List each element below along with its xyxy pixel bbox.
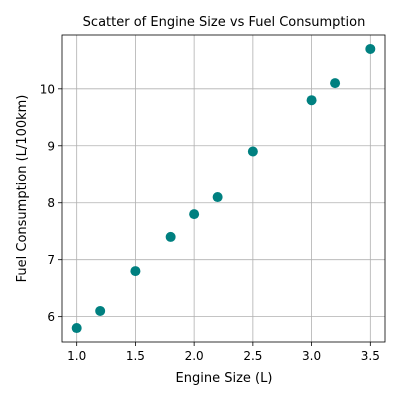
y-tick-label: 9 xyxy=(47,139,55,153)
plot-frame xyxy=(61,34,386,343)
x-axis-label: Engine Size (L) xyxy=(176,371,273,386)
scatter-point xyxy=(247,146,258,157)
chart-title: Scatter of Engine Size vs Fuel Consumpti… xyxy=(83,15,366,30)
x-tick-label: 1.0 xyxy=(67,349,86,363)
y-tick-label: 7 xyxy=(47,253,55,267)
y-axis-label: Fuel Consumption (L/100km) xyxy=(15,95,30,283)
scatter-point xyxy=(95,305,106,316)
y-tick-label: 8 xyxy=(47,196,55,210)
scatter-point xyxy=(212,192,223,203)
grid-lines xyxy=(62,35,385,342)
data-points xyxy=(71,43,376,334)
axis-ticks: 1.0 1.5 2.0 2.5 3.0 3.5 6 7 8 9 10 xyxy=(40,82,380,363)
scatter-point xyxy=(130,266,141,277)
x-tick-label: 1.5 xyxy=(126,349,145,363)
x-tick-label: 3.5 xyxy=(361,349,380,363)
scatter-point xyxy=(165,231,176,242)
scatter-point xyxy=(71,323,82,334)
scatter-point xyxy=(189,209,200,220)
y-tick-label: 10 xyxy=(40,82,55,96)
x-tick-label: 2.0 xyxy=(185,349,204,363)
x-tick-label: 3.0 xyxy=(302,349,321,363)
scatter-point xyxy=(306,95,317,106)
y-tick-label: 6 xyxy=(47,310,55,324)
scatter-point xyxy=(330,78,341,89)
scatter-point xyxy=(365,43,376,54)
x-tick-label: 2.5 xyxy=(243,349,262,363)
